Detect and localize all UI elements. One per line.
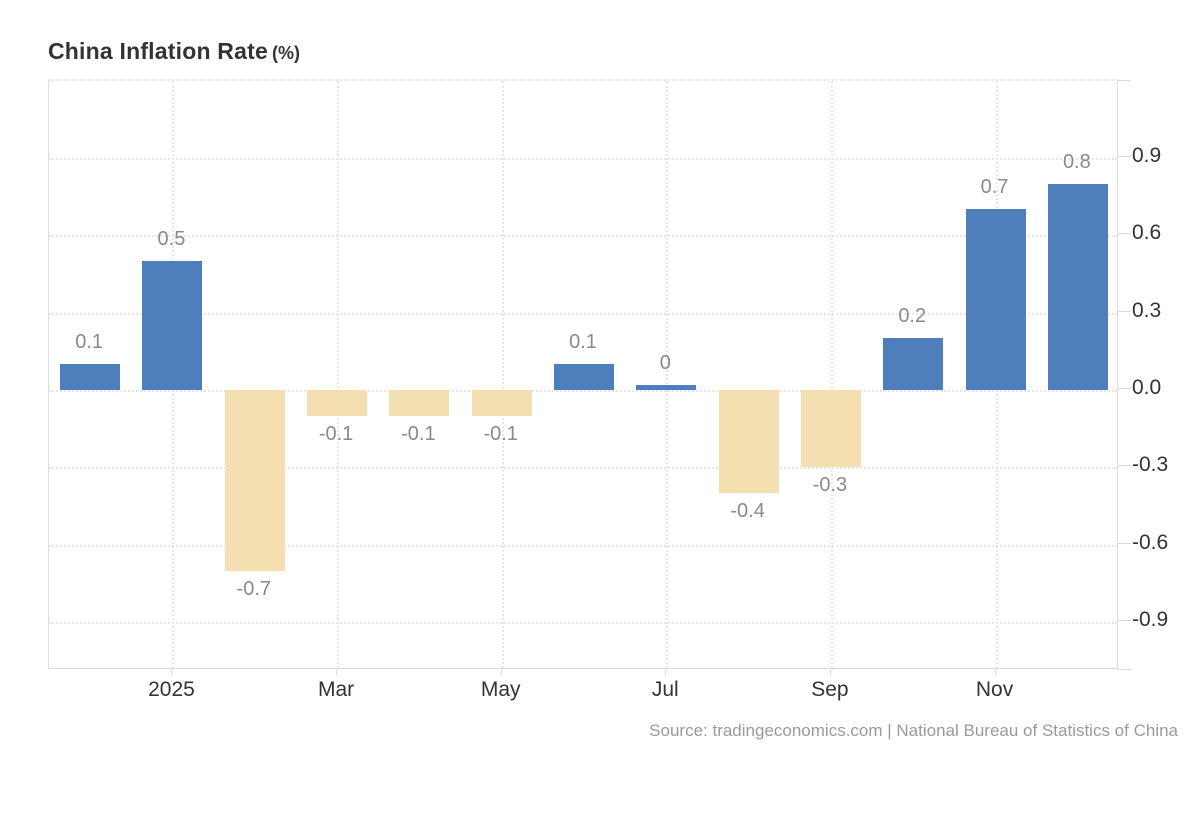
bar[interactable]	[965, 209, 1026, 390]
bar[interactable]	[636, 385, 697, 390]
x-axis-tick	[665, 669, 667, 675]
x-axis-tick	[994, 669, 996, 675]
bar-value-label: -0.1	[318, 422, 354, 445]
y-axis-label: 0.6	[1132, 221, 1162, 245]
bar-value-label: -0.3	[812, 474, 848, 497]
bar-value-label: 0	[659, 352, 671, 374]
x-axis-label: 2025	[148, 678, 195, 701]
y-axis-label: -0.3	[1132, 453, 1169, 477]
bar[interactable]	[389, 390, 450, 416]
x-axis-label: May	[480, 678, 521, 701]
plot-area	[48, 79, 1118, 669]
y-axis-tick	[1117, 80, 1131, 81]
x-axis-label: Jul	[651, 678, 679, 701]
v-gridline	[830, 81, 833, 668]
source-attribution: Source: tradingeconomics.com | National …	[649, 721, 1178, 740]
bar-value-label: -0.1	[483, 422, 518, 445]
h-gridline	[49, 544, 1117, 547]
bar[interactable]	[800, 390, 861, 468]
h-gridline	[49, 622, 1117, 625]
bar[interactable]	[718, 390, 779, 494]
chart-title: China Inflation Rate (%)	[48, 38, 300, 65]
v-gridline	[666, 81, 669, 668]
bar-value-label: 0.8	[1062, 150, 1091, 173]
x-axis-tick	[829, 669, 831, 675]
bar[interactable]	[554, 364, 614, 390]
bar-value-label: -0.1	[401, 422, 436, 445]
y-axis-tick	[1117, 388, 1131, 389]
y-axis-tick	[1117, 310, 1131, 312]
bar-value-label: 0.1	[75, 331, 104, 354]
h-gridline	[49, 467, 1117, 470]
bar[interactable]	[142, 261, 203, 390]
y-axis-tick	[1117, 465, 1131, 467]
bar[interactable]	[307, 390, 368, 416]
h-gridline	[49, 312, 1117, 315]
v-gridline	[501, 81, 504, 668]
chart-title-text: China Inflation Rate	[48, 38, 268, 64]
y-axis-tick	[1117, 233, 1131, 235]
bar[interactable]	[60, 364, 121, 390]
y-axis-tick	[1117, 155, 1131, 157]
bar-value-label: 0.7	[980, 176, 1009, 199]
h-gridline	[49, 157, 1117, 160]
bar[interactable]	[471, 390, 532, 416]
bar[interactable]	[224, 390, 285, 571]
v-gridline	[337, 81, 340, 668]
bar-value-label: 0.1	[569, 331, 597, 354]
h-gridline	[49, 235, 1117, 238]
x-axis-label: Sep	[811, 678, 849, 701]
bar[interactable]	[883, 338, 944, 390]
y-axis-tick	[1117, 542, 1131, 544]
bar[interactable]	[1047, 183, 1108, 390]
bar-value-label: -0.4	[730, 500, 765, 523]
y-axis-label: -0.6	[1132, 530, 1169, 554]
x-axis-tick	[171, 669, 173, 675]
h-gridline	[49, 390, 1117, 392]
y-axis-tick	[1117, 620, 1131, 622]
bar-value-label: 0.2	[898, 305, 927, 328]
y-axis-label: 0.3	[1132, 298, 1162, 322]
y-axis-label: 0.0	[1132, 376, 1162, 399]
y-axis-label: -0.9	[1132, 608, 1169, 632]
y-axis-tick	[1117, 669, 1131, 670]
y-axis-label: 0.9	[1132, 143, 1162, 167]
bar-value-label: 0.5	[157, 228, 186, 250]
x-axis-label: Nov	[975, 678, 1014, 701]
bar-value-label: -0.7	[236, 577, 271, 600]
x-axis-label: Mar	[317, 678, 355, 701]
chart-title-unit: (%)	[271, 43, 300, 63]
x-axis-tick	[500, 669, 502, 675]
x-axis-tick	[336, 669, 338, 675]
